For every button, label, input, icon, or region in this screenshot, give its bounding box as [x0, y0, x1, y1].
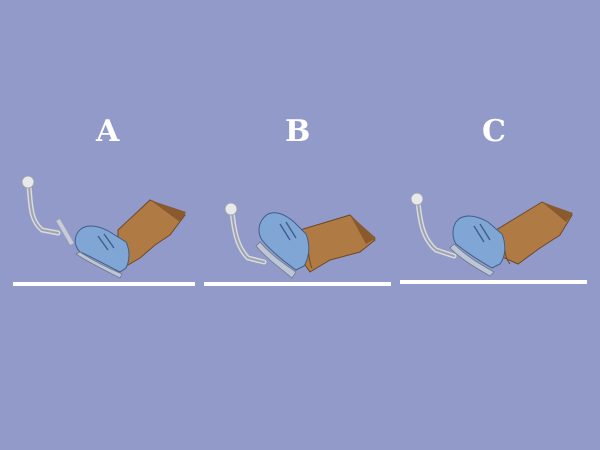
- floor-line: [13, 282, 195, 286]
- floor-line: [400, 280, 587, 284]
- leg-icon: [299, 214, 376, 273]
- panel-a: A: [0, 0, 200, 450]
- foot-pedal-drawing-c: [400, 192, 587, 284]
- panel-b: B: [200, 0, 400, 450]
- shoe-icon: [74, 225, 130, 279]
- panel-c: C: [400, 0, 600, 450]
- panel-label-a: A: [96, 114, 120, 149]
- pedal-icon: [21, 175, 74, 246]
- shoe-icon: [449, 215, 506, 277]
- leg-icon: [495, 201, 573, 265]
- floor-line: [204, 282, 391, 286]
- foot-pedal-drawing-b: [204, 202, 391, 286]
- panel-label-c: C: [482, 114, 506, 149]
- panel-label-b: B: [285, 114, 311, 149]
- foot-pedal-drawing-a: [13, 175, 195, 286]
- shoe-icon: [255, 212, 310, 279]
- pedal-icon: [410, 192, 457, 259]
- pedal-icon: [224, 202, 267, 265]
